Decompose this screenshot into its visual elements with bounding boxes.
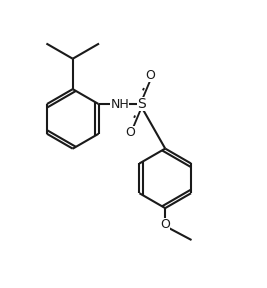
Text: O: O [160, 218, 170, 231]
Text: O: O [125, 126, 135, 139]
Text: S: S [137, 97, 146, 111]
Text: NH: NH [111, 98, 129, 111]
Text: O: O [146, 69, 155, 82]
